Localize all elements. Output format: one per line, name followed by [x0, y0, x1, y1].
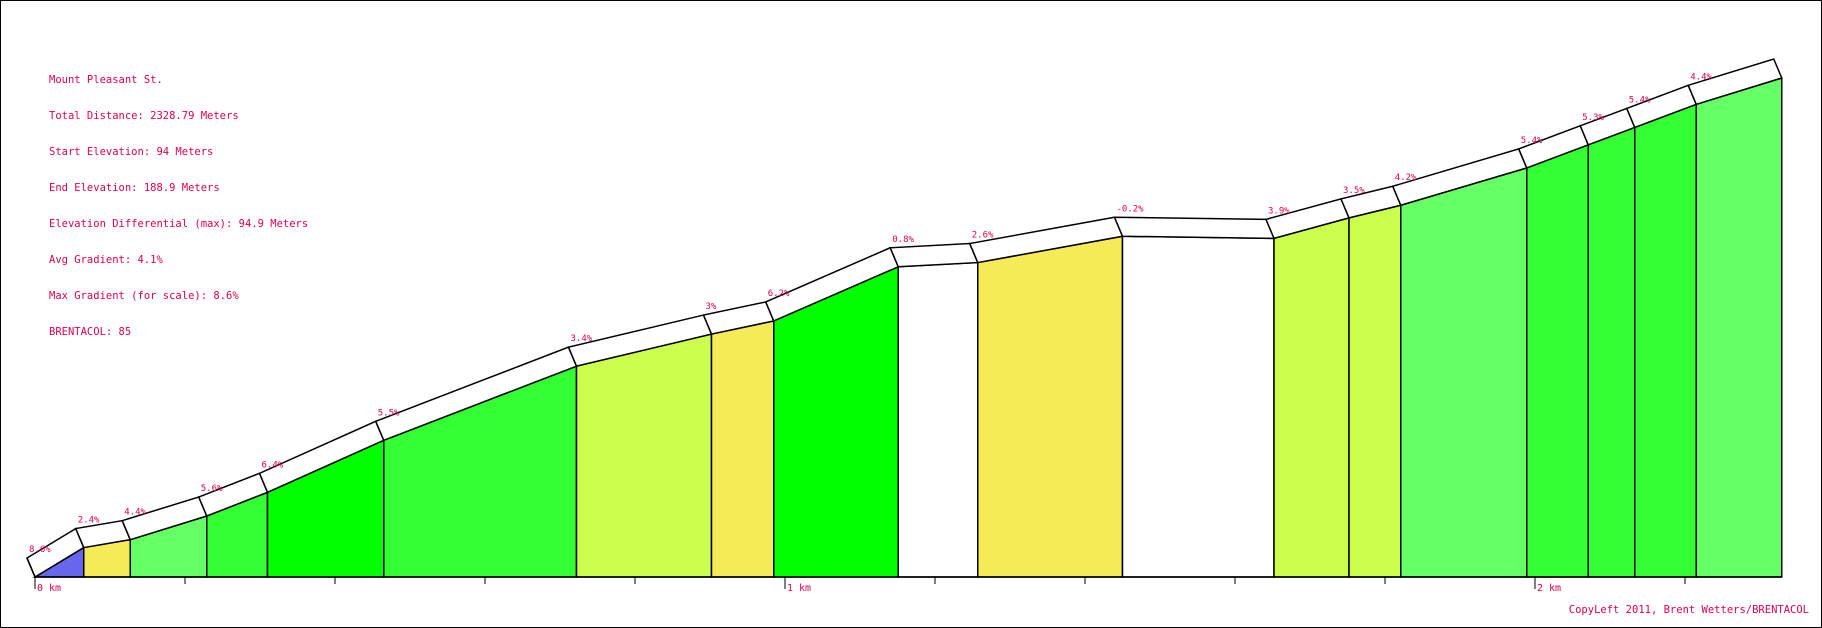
- segment-area-19: [1695, 76, 1783, 578]
- segment-area-8: [710, 320, 775, 578]
- segment-area-10: [897, 261, 979, 578]
- gradient-label-8: 3%: [706, 302, 717, 312]
- gradient-label-13: 3.9%: [1268, 206, 1290, 216]
- segment-area-18: [1634, 103, 1697, 578]
- segments-layer: [26, 58, 1783, 579]
- gradient-label-2: 2.4%: [78, 516, 100, 526]
- gradient-label-3: 4.4%: [124, 508, 146, 518]
- gradient-label-9: 6.2%: [768, 289, 790, 299]
- route-info: Mount Pleasant St. Total Distance: 2328.…: [49, 50, 308, 350]
- gradient-label-16: 5.4%: [1521, 136, 1543, 146]
- x-axis: 0 km 1 km 2 km: [34, 576, 1782, 594]
- gradient-label-4: 5.6%: [201, 484, 223, 494]
- elevation-differential: Elevation Differential (max): 94.9 Meter…: [49, 218, 309, 230]
- end-elevation: End Elevation: 188.9 Meters: [49, 182, 220, 194]
- segment-area-12: [1121, 235, 1275, 578]
- segment-area-16: [1526, 143, 1589, 578]
- segment-top-band-19: [1687, 58, 1783, 106]
- gradient-label-5: 6.4%: [262, 460, 284, 470]
- profile-start-edge: [26, 557, 36, 578]
- avg-gradient: Avg Gradient: 4.1%: [49, 254, 163, 266]
- copyright-notice: CopyLeft 2011, Brent Wetters/BRENTACOL: [1568, 604, 1809, 616]
- segment-area-13: [1273, 216, 1350, 578]
- gradient-label-19: 4.4%: [1690, 72, 1712, 82]
- segment-area-14: [1348, 204, 1402, 578]
- gradient-label-12: -0.2%: [1117, 204, 1145, 214]
- segment-area-17: [1587, 126, 1636, 578]
- start-elevation: Start Elevation: 94 Meters: [49, 146, 214, 158]
- gradient-label-11: 2.6%: [972, 231, 994, 241]
- x-axis-tick-label-0: 0 km: [37, 583, 61, 594]
- gradient-label-14: 3.5%: [1343, 186, 1365, 196]
- gradient-label-10: 0.8%: [892, 235, 914, 245]
- route-title: Mount Pleasant St.: [49, 74, 163, 86]
- total-distance: Total Distance: 2328.79 Meters: [49, 110, 239, 122]
- x-axis-tick-label-2: 2 km: [1537, 583, 1561, 594]
- brentacol-score: BRENTACOL: 85: [49, 326, 132, 338]
- gradient-labels: 8.6% 2.4% 4.4% 5.6% 6.4% 5.5% 3.4% 3% 6.2% 0.8% 2.…: [29, 72, 1713, 555]
- gradient-label-15: 4.2%: [1395, 173, 1417, 183]
- x-axis-tick-label-1: 1 km: [787, 583, 811, 594]
- segment-area-15: [1400, 166, 1528, 578]
- segment-area-7: [575, 333, 713, 578]
- segment-top-band-10: [889, 242, 979, 268]
- gradient-label-6: 5.5%: [378, 408, 400, 418]
- gradient-label-17: 5.3%: [1582, 113, 1604, 123]
- gradient-label-7: 3.4%: [571, 334, 593, 344]
- gradient-label-1: 8.6%: [29, 545, 51, 555]
- segment-area-11: [977, 235, 1124, 578]
- segment-top-band-12: [1113, 216, 1276, 240]
- max-gradient: Max Gradient (for scale): 8.6%: [49, 290, 239, 302]
- gradient-label-18: 5.4%: [1629, 95, 1651, 105]
